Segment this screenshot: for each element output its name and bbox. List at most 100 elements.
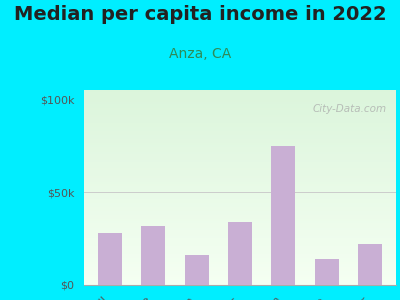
Bar: [84, 125, 396, 127]
Bar: [84, 279, 396, 281]
Bar: [84, 277, 396, 279]
Bar: [84, 104, 396, 106]
Bar: [84, 90, 396, 92]
Bar: [84, 156, 396, 158]
Bar: [84, 194, 396, 195]
Bar: [84, 272, 396, 273]
Bar: [84, 188, 396, 190]
Bar: [98, 233, 122, 285]
Bar: [84, 240, 396, 242]
Bar: [84, 119, 396, 121]
Bar: [84, 266, 396, 268]
Bar: [84, 221, 396, 223]
Bar: [84, 224, 396, 226]
Text: Anza, CA: Anza, CA: [169, 46, 231, 61]
Bar: [84, 236, 396, 238]
Bar: [84, 232, 396, 234]
Bar: [84, 110, 396, 112]
Bar: [84, 151, 396, 152]
Bar: [84, 113, 396, 116]
Bar: [84, 211, 396, 213]
Bar: [84, 215, 396, 217]
Bar: [84, 162, 396, 164]
Bar: [84, 143, 396, 145]
Bar: [84, 246, 396, 248]
Bar: [84, 223, 396, 224]
Bar: [84, 190, 396, 191]
Bar: [84, 226, 396, 229]
Bar: [84, 244, 396, 246]
Bar: [84, 260, 396, 262]
Bar: [84, 131, 396, 133]
Bar: [84, 172, 396, 174]
Bar: [84, 94, 396, 96]
Bar: [84, 262, 396, 264]
Bar: [84, 191, 396, 194]
Text: City-Data.com: City-Data.com: [312, 103, 387, 114]
Bar: [84, 166, 396, 168]
Text: Median per capita income in 2022: Median per capita income in 2022: [14, 4, 386, 23]
Bar: [84, 219, 396, 221]
Bar: [84, 174, 396, 176]
Bar: [84, 100, 396, 102]
Bar: [84, 141, 396, 143]
Bar: [84, 256, 396, 258]
Bar: [84, 238, 396, 240]
Bar: [84, 178, 396, 180]
Bar: [84, 229, 396, 230]
Bar: [84, 116, 396, 117]
Bar: [84, 184, 396, 185]
Bar: [84, 92, 396, 94]
Bar: [84, 242, 396, 244]
Bar: [84, 148, 396, 151]
Bar: [84, 102, 396, 104]
Bar: [84, 207, 396, 209]
Bar: [84, 273, 396, 275]
Bar: [84, 230, 396, 232]
Bar: [84, 217, 396, 219]
Bar: [84, 154, 396, 156]
Bar: [84, 170, 396, 172]
Bar: [84, 203, 396, 205]
Bar: [84, 180, 396, 182]
Bar: [84, 264, 396, 266]
Bar: [84, 164, 396, 166]
Bar: [84, 195, 396, 197]
Bar: [84, 252, 396, 254]
Bar: [84, 283, 396, 285]
Bar: [228, 222, 252, 285]
Bar: [84, 108, 396, 109]
Bar: [84, 213, 396, 215]
Bar: [84, 168, 396, 170]
Bar: [142, 226, 165, 285]
Bar: [84, 269, 396, 272]
Bar: [84, 117, 396, 119]
Bar: [84, 250, 396, 252]
Bar: [84, 160, 396, 162]
Bar: [84, 123, 396, 125]
Bar: [84, 254, 396, 256]
Bar: [84, 275, 396, 277]
Bar: [84, 176, 396, 178]
Bar: [84, 248, 396, 250]
Bar: [84, 281, 396, 283]
Bar: [84, 98, 396, 100]
Bar: [84, 268, 396, 269]
Bar: [315, 259, 338, 285]
Bar: [84, 106, 396, 108]
Bar: [84, 139, 396, 141]
Bar: [84, 205, 396, 207]
Bar: [84, 137, 396, 139]
Bar: [84, 201, 396, 203]
Bar: [84, 135, 396, 137]
Bar: [84, 145, 396, 147]
Bar: [84, 182, 396, 184]
Bar: [84, 112, 396, 113]
Bar: [84, 234, 396, 236]
Bar: [84, 121, 396, 123]
Bar: [84, 199, 396, 201]
Bar: [358, 244, 382, 285]
Bar: [84, 152, 396, 154]
Bar: [84, 96, 396, 98]
Bar: [84, 185, 396, 188]
